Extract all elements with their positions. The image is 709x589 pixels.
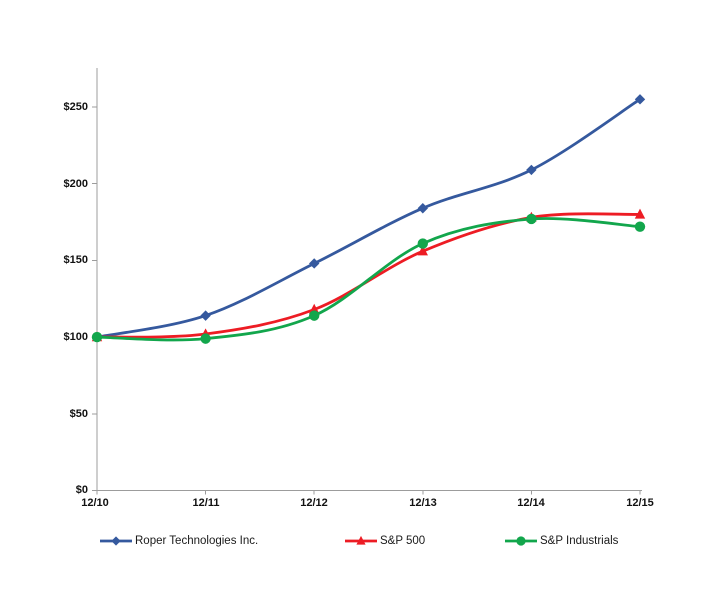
series-line-1 [95, 212, 642, 339]
y-axis-label: $100 [63, 331, 88, 343]
series-2-point-marker-icon [526, 213, 537, 225]
series-0-point-marker-icon [309, 258, 320, 269]
x-axis-label: 12/13 [409, 497, 437, 509]
series-2-point-marker-icon [91, 331, 103, 343]
y-axis-label: $50 [69, 408, 88, 420]
x-axis-label: 12/10 [81, 497, 109, 509]
series-2-point-marker-icon [309, 310, 320, 321]
legend-label: S&P Industrials [540, 535, 619, 547]
series-2-point-marker-icon [200, 333, 211, 344]
sp-industrials-line-circle-icon [505, 536, 537, 546]
x-axis-label: 12/15 [626, 497, 654, 509]
x-axis-label: 12/11 [192, 497, 220, 509]
y-axis-label: $200 [63, 178, 88, 190]
legend-circle-icon [516, 536, 526, 546]
legend-triangle-icon [356, 535, 366, 545]
legend-label: Roper Technologies Inc. [135, 535, 259, 547]
legend-item-sp500: S&P 500 [345, 533, 425, 549]
series-0-point-marker-icon [200, 310, 211, 321]
series-2-point-marker-icon [634, 221, 646, 232]
y-axis-label: $0 [75, 484, 88, 496]
y-axis-label: $150 [63, 254, 88, 266]
roper-line-diamond-icon [100, 536, 132, 546]
series-0-point-marker-icon [417, 203, 428, 214]
series-0-point-marker-icon [526, 164, 537, 176]
series-1-point-marker-icon [417, 245, 428, 256]
legend-item-sp-industrials: S&P Industrials [505, 533, 618, 549]
y-axis-label: $250 [63, 101, 88, 113]
series-0-point-marker-icon [634, 94, 646, 105]
legend-label: S&P 500 [380, 535, 426, 547]
series-1-point-marker-icon [634, 208, 646, 219]
series-2-point-marker-icon [417, 238, 428, 249]
x-axis-label: 12/12 [300, 497, 328, 509]
series-line-0 [95, 97, 642, 339]
legend-diamond-icon [111, 536, 121, 546]
series-line-2 [95, 217, 642, 342]
sp500-line-triangle-icon [345, 535, 377, 545]
x-axis-label: 12/14 [517, 497, 545, 509]
legend-item-roper: Roper Technologies Inc. [100, 533, 258, 549]
